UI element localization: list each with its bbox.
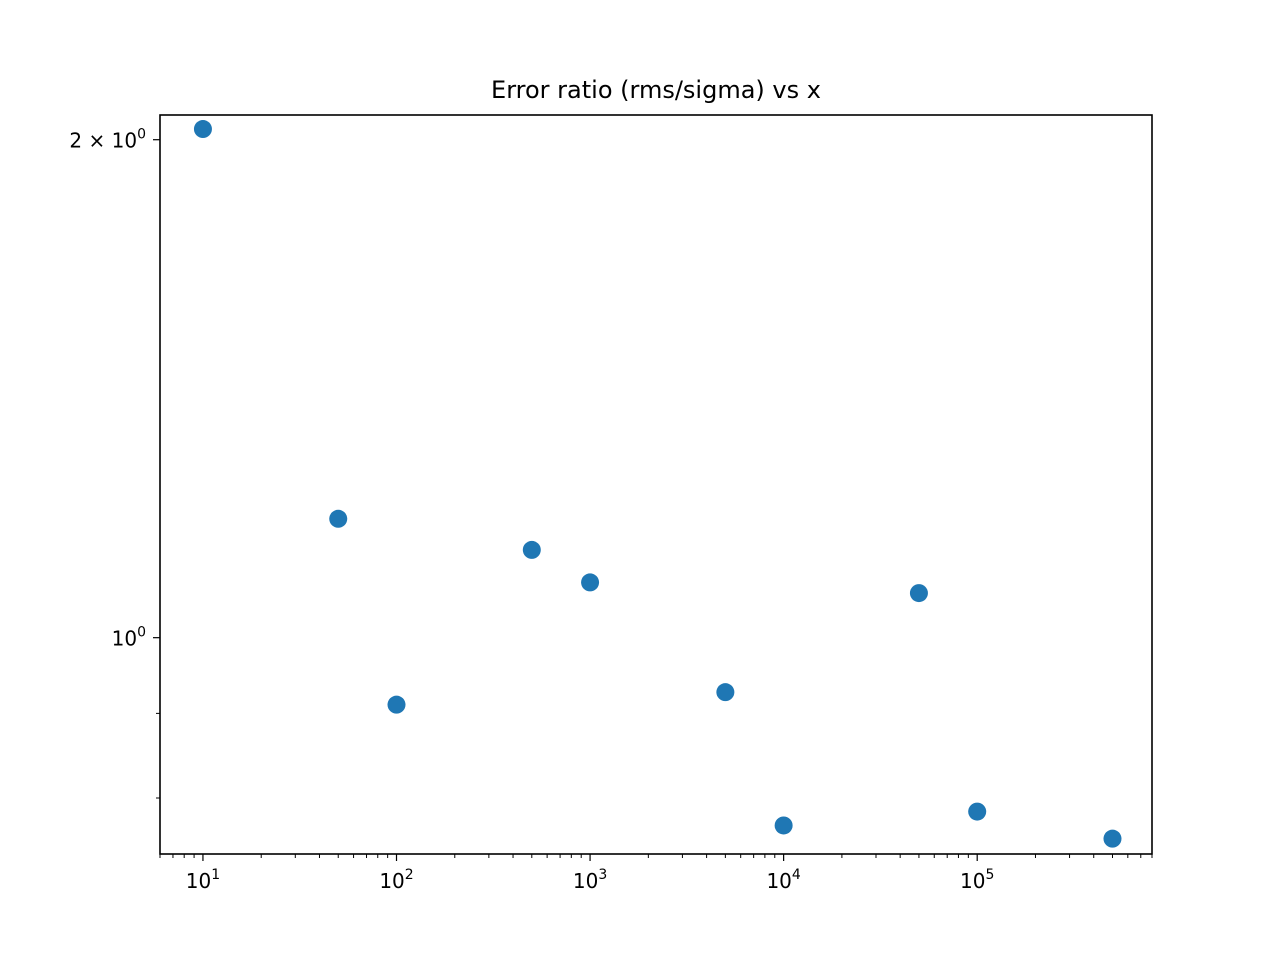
y-tick-label: 2 × 100: [69, 127, 146, 153]
data-point: [329, 509, 348, 528]
data-point: [193, 120, 212, 139]
data-point: [581, 573, 600, 592]
data-point: [774, 816, 793, 835]
x-tick-label: 104: [766, 867, 800, 893]
data-point: [716, 683, 735, 702]
data-point: [522, 540, 541, 559]
data-point: [968, 802, 987, 821]
data-points: [193, 120, 1122, 848]
x-tick-label: 105: [960, 867, 994, 893]
data-point: [387, 695, 406, 714]
data-point: [909, 584, 928, 603]
chart-title: Error ratio (rms/sigma) vs x: [491, 76, 821, 104]
x-tick-label: 101: [186, 867, 220, 893]
data-point: [1103, 829, 1122, 848]
x-tick-label: 102: [379, 867, 413, 893]
plot-frame: [159, 114, 1153, 855]
major-ticks: 101 102 103 104 105 2 × 100 100: [69, 127, 994, 893]
x-tick-label: 103: [573, 867, 607, 893]
y-tick-label: 100: [112, 625, 146, 651]
